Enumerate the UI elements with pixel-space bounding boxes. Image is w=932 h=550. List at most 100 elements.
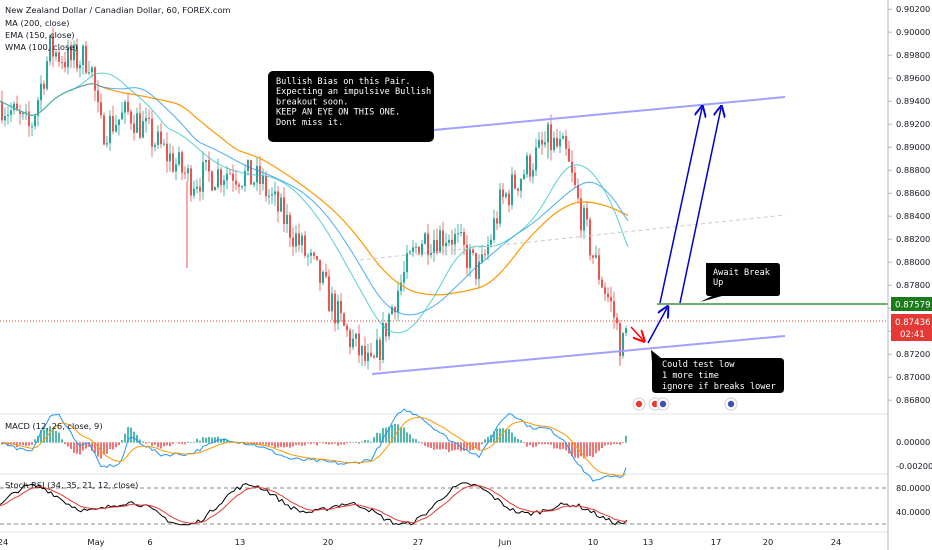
candle-body [430, 252, 432, 255]
candle-body [613, 301, 615, 318]
candle-body [367, 352, 369, 361]
candle-body [487, 244, 489, 255]
candle-body [214, 187, 216, 191]
candle-body [298, 233, 300, 246]
candle-body [154, 144, 156, 147]
candle-body [307, 255, 309, 257]
price-tick-label: 0.86800 [896, 395, 930, 405]
macd-bar [553, 442, 555, 449]
candle-body [238, 184, 240, 187]
candle-body [160, 131, 162, 145]
macd-bar [478, 442, 480, 451]
candle-body [121, 112, 123, 120]
macd-bar [331, 442, 333, 445]
candle-body [340, 301, 342, 314]
legend-wma: WMA (100, close) [5, 42, 78, 52]
time-axis[interactable]: 24 May 6 13 20 27 Jun 10 13 17 20 24 [0, 537, 841, 547]
arrow-down-red[interactable] [630, 326, 643, 340]
candle-body [247, 160, 249, 171]
macd-bar [463, 442, 465, 451]
macd-bar [34, 439, 36, 443]
candle-body [556, 137, 558, 147]
price-pane[interactable] [0, 27, 629, 371]
candle-body [127, 101, 129, 112]
macd-bar [40, 430, 42, 443]
price-tick-label: 0.88600 [896, 188, 930, 198]
macd-bar [418, 441, 420, 443]
candle-body [292, 237, 294, 247]
candle-body [283, 197, 285, 224]
price-tick-label: 0.90000 [896, 27, 930, 37]
macd-bar [529, 442, 531, 446]
macd-bar [148, 442, 150, 443]
stoch-rsi-pane[interactable] [0, 482, 888, 526]
candle-body [4, 115, 6, 121]
test-low-note[interactable]: Could test low 1 more time ignore if break… [651, 350, 784, 393]
candle-body [37, 100, 39, 116]
await-break-note[interactable]: Await Break Up [700, 263, 780, 302]
legend-macd: MACD (12, 26, close, 9) [5, 421, 103, 431]
candle-body [601, 279, 603, 288]
candle-body [343, 313, 345, 326]
macd-bar [427, 442, 429, 448]
bar-countdown: 02:41 [900, 330, 925, 340]
candle-body [388, 314, 390, 337]
macd-bar [613, 442, 615, 444]
macd-bar [58, 432, 60, 443]
candle-body [505, 193, 507, 197]
candle-body [565, 136, 567, 149]
macd-bar [523, 442, 525, 444]
macd-bar [424, 442, 426, 446]
candle-body [304, 235, 306, 256]
macd-pane[interactable] [1, 408, 627, 482]
bullish-bias-note[interactable]: Bullish Bias on this Pair. Expecting an i… [268, 71, 434, 142]
macd-bar [469, 442, 471, 451]
candle-body [205, 159, 207, 163]
candle-body [607, 293, 609, 298]
macd-bar [67, 442, 69, 447]
event-icons[interactable] [632, 397, 738, 411]
channel-lower-line[interactable] [371, 335, 786, 375]
macd-bar [430, 442, 432, 448]
candle-body [589, 219, 591, 256]
channel-upper-line[interactable] [433, 96, 786, 131]
candle-body [520, 179, 522, 191]
legend-ma: MA (200, close) [5, 18, 69, 28]
candle-body [169, 153, 171, 162]
macd-bar [193, 441, 195, 443]
macd-bar [112, 442, 114, 450]
macd-bar [43, 429, 45, 443]
candle-body [379, 339, 381, 361]
macd-bar [460, 442, 462, 452]
time-tick-label: 24 [831, 537, 842, 547]
arrow-up-long-2[interactable] [679, 108, 721, 304]
macd-bar [187, 441, 189, 443]
candle-body [130, 111, 132, 124]
macd-bar [538, 442, 540, 445]
moving-averages [0, 72, 629, 334]
candle-body [319, 259, 321, 283]
chart-title: New Zealand Dollar / Canadian Dollar, 60… [5, 5, 231, 15]
candle-body [529, 155, 531, 177]
arrow-up-long-1[interactable] [659, 108, 702, 304]
stoch-axis: 80.0000 40.0000 [896, 483, 930, 517]
candle-body [55, 52, 57, 57]
candle-body [1, 101, 3, 121]
arrow-up-small[interactable] [647, 308, 667, 344]
candle-body [532, 170, 534, 177]
candle-body [67, 47, 69, 68]
price-axis[interactable]: 0.90200 0.90000 0.89800 0.89600 0.89400 0.892… [888, 4, 930, 405]
candle-body [271, 194, 273, 196]
macd-bar [487, 436, 489, 443]
candle-body [226, 173, 228, 181]
candle-body [79, 65, 81, 69]
candle-body [82, 45, 84, 66]
candle-body [265, 175, 267, 197]
macd-bar [85, 442, 87, 449]
candle-body [223, 180, 225, 185]
macd-bar [592, 442, 594, 458]
macd-bar [76, 442, 78, 454]
macd-bar [154, 442, 156, 445]
